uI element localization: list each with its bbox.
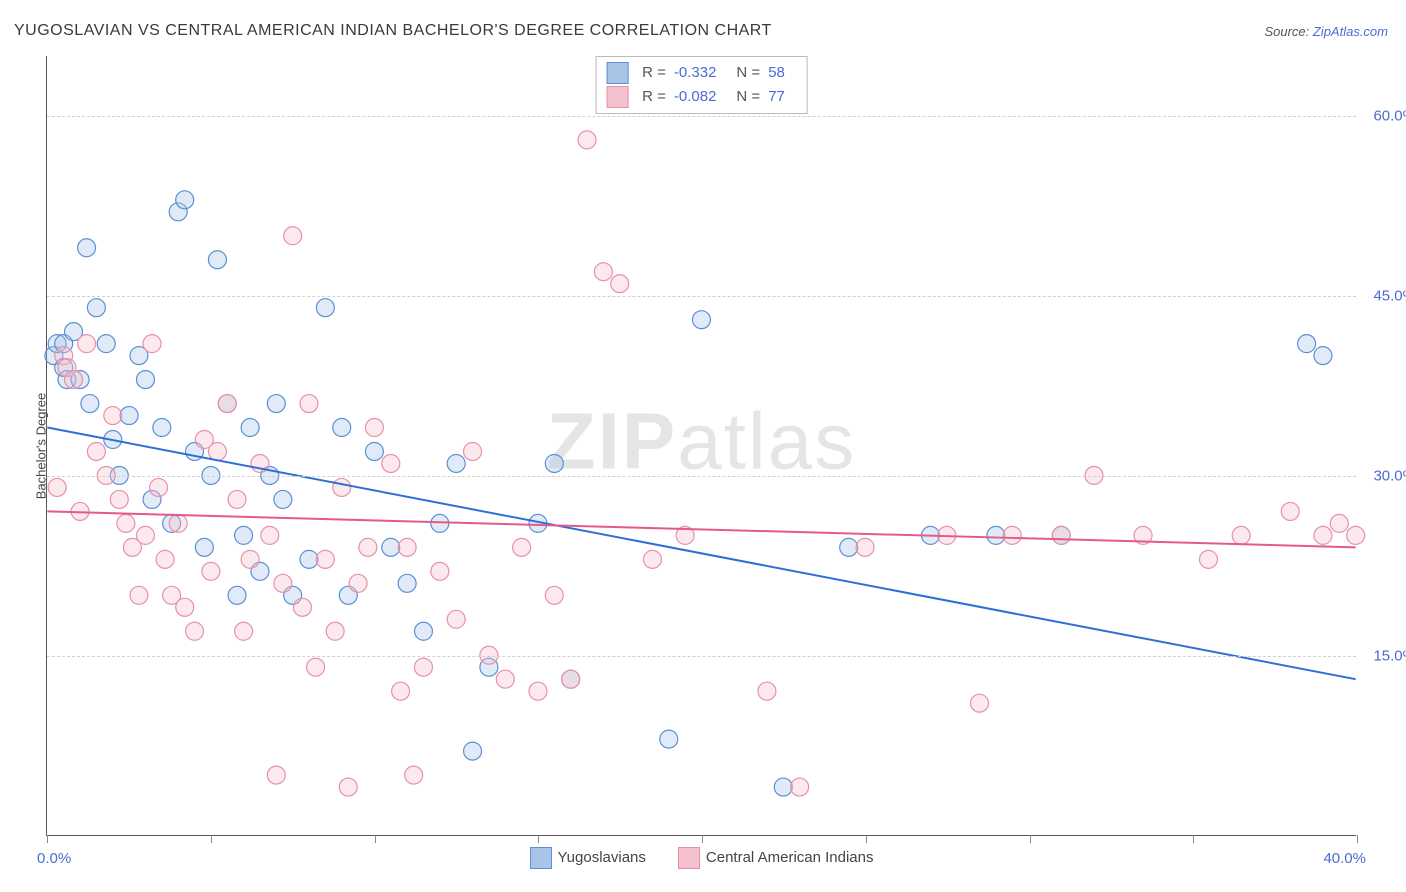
stat-r-value: -0.082 [674, 85, 717, 109]
chart-svg [47, 56, 1356, 835]
stats-legend-row: R = -0.332 N = 58 [606, 61, 797, 85]
series-legend: Yugoslavians Central American Indians [530, 847, 874, 869]
stat-r-label: R = [642, 61, 666, 85]
series-legend-label: Yugoslavians [558, 849, 646, 866]
x-tick [538, 835, 539, 843]
stat-r-label: R = [642, 85, 666, 109]
stat-r-value: -0.332 [674, 61, 717, 85]
x-axis-max-label: 40.0% [1323, 850, 1366, 867]
x-tick [47, 835, 48, 843]
source-attribution: Source: ZipAtlas.com [1264, 24, 1388, 39]
series-legend-item: Yugoslavians [530, 847, 646, 869]
series-legend-label: Central American Indians [706, 849, 874, 866]
gridline [47, 296, 1356, 297]
y-tick-label: 45.0% [1366, 288, 1406, 305]
y-tick-label: 30.0% [1366, 468, 1406, 485]
series-legend-item: Central American Indians [678, 847, 874, 869]
stats-legend-row: R = -0.082 N = 77 [606, 85, 797, 109]
stat-n-value: 58 [768, 61, 785, 85]
gridline [47, 656, 1356, 657]
legend-swatch [678, 847, 700, 869]
x-tick [211, 835, 212, 843]
y-tick-label: 60.0% [1366, 108, 1406, 125]
gridline [47, 476, 1356, 477]
x-tick [866, 835, 867, 843]
legend-swatch [530, 847, 552, 869]
chart-title: YUGOSLAVIAN VS CENTRAL AMERICAN INDIAN B… [14, 22, 772, 40]
stats-legend: R = -0.332 N = 58 R = -0.082 N = 77 [595, 56, 808, 114]
legend-swatch [606, 62, 628, 84]
gridline [47, 116, 1356, 117]
legend-swatch [606, 86, 628, 108]
x-tick [1193, 835, 1194, 843]
source-link[interactable]: ZipAtlas.com [1313, 24, 1388, 39]
x-tick [1030, 835, 1031, 843]
x-tick [375, 835, 376, 843]
chart-plot-area: Bachelor's Degree ZIPatlas R = -0.332N =… [46, 56, 1356, 836]
x-tick [702, 835, 703, 843]
source-label: Source: [1264, 24, 1312, 39]
stat-n-label: N = [736, 85, 760, 109]
stat-n-value: 77 [768, 85, 785, 109]
x-axis-min-label: 0.0% [37, 850, 71, 867]
y-tick-label: 15.0% [1366, 648, 1406, 665]
stat-n-label: N = [736, 61, 760, 85]
x-tick [1357, 835, 1358, 843]
